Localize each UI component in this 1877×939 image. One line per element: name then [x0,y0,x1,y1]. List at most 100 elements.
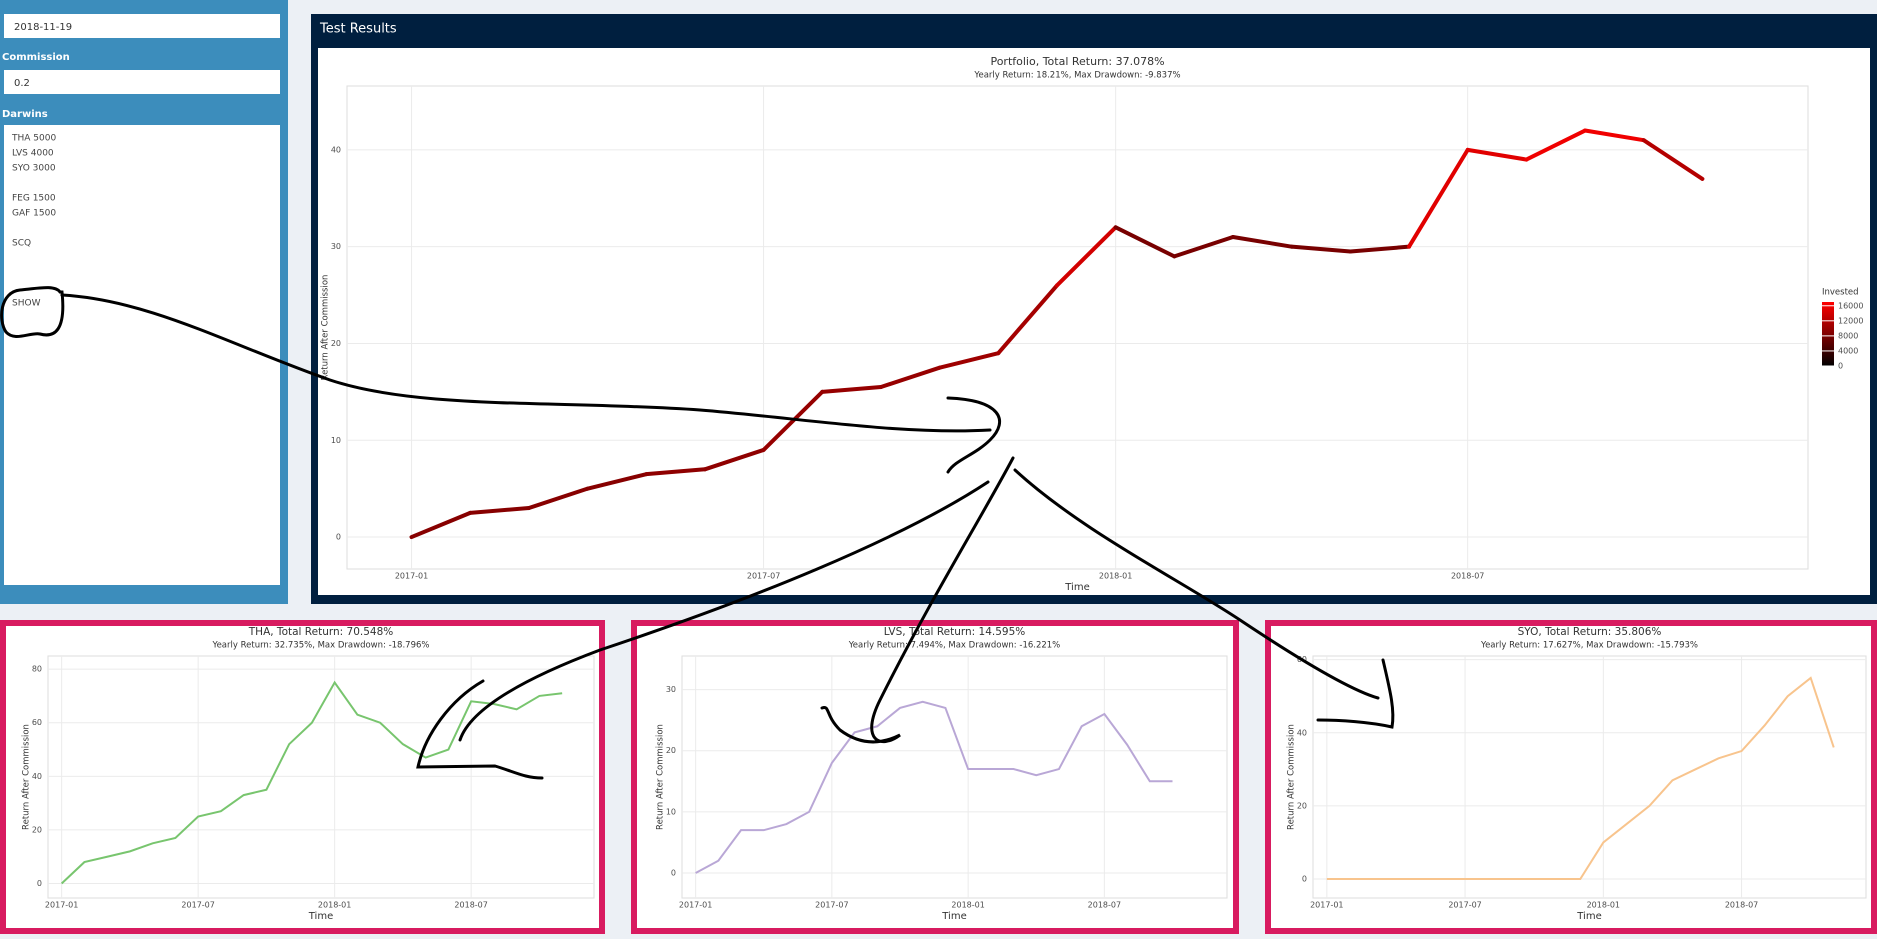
label: Darwins [2,109,48,120]
y-tick-label: 30 [331,242,341,251]
plot-area [1312,655,1867,899]
chart-subtitle: Yearly Return: 17.627%, Max Drawdown: -1… [1480,641,1698,651]
date-value: 2018-11-19 [14,22,72,33]
darwin-line: FEG 1500 [12,194,56,204]
y-axis-label: Return After Commission [22,724,32,830]
x-tick-label: 2018-07 [454,901,487,910]
line-segment [1113,225,1177,259]
colorbar-label: 4000 [1838,346,1858,355]
legend-title: Invested [1822,288,1859,298]
line-segment [1407,147,1470,249]
line-segment [585,472,649,491]
darwin-line: GAF 1500 [12,209,56,219]
line-segment [996,283,1059,356]
chart-title: THA, Total Return: 70.548% [248,626,393,638]
plot-area [681,655,1228,899]
y-tick-label: 10 [666,807,676,816]
x-tick-label: 2017-07 [181,901,214,910]
y-tick-label: 80 [32,665,42,674]
y-tick-label: 10 [331,436,341,445]
x-axis-label: Time [941,911,966,922]
x-tick-label: 2017-07 [815,901,848,910]
line-segment [1641,138,1705,181]
y-tick-label: 20 [666,746,676,755]
line-segment [644,467,707,477]
x-axis-label: Time [1064,582,1089,593]
y-tick-label: 0 [671,868,676,877]
y-tick-label: 40 [1297,728,1307,737]
data-line [60,680,563,885]
x-axis-label: Time [308,911,333,922]
data-line [1326,676,1835,880]
darwin-line: THA 5000 [11,134,56,144]
plot-area [47,655,595,899]
x-tick-label: 2018-07 [1451,572,1484,581]
colorbar-label: 0 [1838,362,1843,371]
x-tick-label: 2018-01 [1099,572,1132,581]
line-segment [1465,147,1529,162]
chart-subtitle: Yearly Return: 32.735%, Max Drawdown: -1… [212,641,430,651]
colorbar-label: 12000 [1838,316,1863,325]
line-segment [1230,234,1294,249]
x-tick-label: 2017-01 [1310,901,1343,910]
y-tick-label: 0 [336,533,341,542]
y-tick-label: 60 [32,718,42,727]
y-tick-label: 0 [37,879,42,888]
x-tick-label: 2017-01 [679,901,712,910]
x-tick-label: 2018-07 [1725,901,1758,910]
x-tick-label: 2018-01 [951,901,984,910]
y-tick-label: 0 [1302,874,1307,883]
chart-title: SYO, Total Return: 35.806% [1518,626,1662,638]
line-segment [526,486,590,511]
line-segment [820,385,883,394]
y-axis-label: Return After Commission [1287,724,1297,830]
date-input[interactable] [4,14,280,38]
panel-title: Test Results [319,22,397,37]
darwin-line: SCQ [12,239,31,249]
line-segment [1524,128,1588,162]
x-axis-label: Time [1576,911,1601,922]
y-axis-label: Return After Commission [321,275,331,381]
colorbar [1822,302,1834,366]
x-tick-label: 2018-07 [1088,901,1121,910]
x-tick-label: 2017-01 [395,572,428,581]
annotation-strokes [0,286,1395,780]
darwin-line: SYO 3000 [12,164,56,174]
line-segment [1583,128,1646,143]
y-tick-label: 40 [331,145,341,154]
line-segment [1289,244,1353,254]
commission-input[interactable] [4,70,280,94]
data-line [695,700,1173,874]
commission-value: 0.2 [14,78,30,89]
x-tick-label: 2017-07 [1448,901,1481,910]
darwin-line: LVS 4000 [12,149,54,159]
chart-title: Portfolio, Total Return: 37.078% [990,55,1164,68]
y-tick-label: 20 [32,825,42,834]
line-segment [468,506,531,515]
colorbar-label: 8000 [1838,331,1858,340]
colorbar-label: 16000 [1838,301,1863,310]
chart-title: LVS, Total Return: 14.595% [884,626,1026,638]
x-tick-label: 2017-01 [45,901,78,910]
darwin-line: SHOW [12,299,41,309]
y-tick-label: 20 [331,339,341,348]
y-tick-label: 40 [32,772,42,781]
x-tick-label: 2018-01 [1587,901,1620,910]
line-segment [409,510,473,540]
y-tick-label: 20 [1297,801,1307,810]
darwins-textarea[interactable] [4,125,280,585]
line-segment [761,389,825,452]
chart-subtitle: Yearly Return: 7.494%, Max Drawdown: -16… [848,641,1061,651]
x-tick-label: 2017-07 [747,572,780,581]
line-segment [878,365,942,390]
y-axis-label: Return After Commission [656,724,666,830]
line-segment [1054,225,1118,288]
line-segment [702,447,766,472]
line-segment [937,351,1001,370]
chart-subtitle: Yearly Return: 18.21%, Max Drawdown: -9.… [973,71,1180,81]
line-segment [1172,234,1235,259]
label: Commission [2,52,70,63]
x-tick-label: 2018-01 [318,901,351,910]
